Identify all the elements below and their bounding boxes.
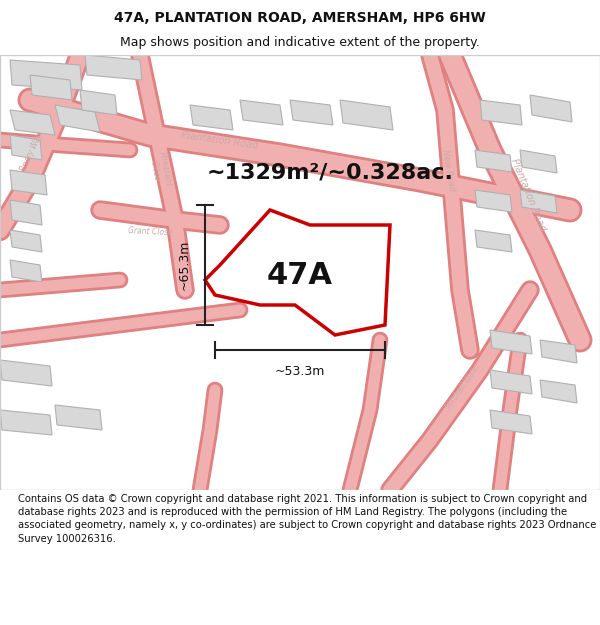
Polygon shape (80, 90, 117, 115)
Polygon shape (190, 105, 233, 130)
Polygon shape (10, 170, 47, 195)
Polygon shape (340, 100, 393, 130)
Text: 47A, PLANTATION ROAD, AMERSHAM, HP6 6HW: 47A, PLANTATION ROAD, AMERSHAM, HP6 6HW (114, 11, 486, 25)
Polygon shape (10, 110, 55, 135)
Polygon shape (520, 190, 557, 213)
Text: Map shows position and indicative extent of the property.: Map shows position and indicative extent… (120, 36, 480, 49)
Polygon shape (55, 405, 102, 430)
Polygon shape (0, 410, 52, 435)
Polygon shape (240, 100, 283, 125)
Text: 47A: 47A (267, 261, 333, 289)
Text: ~1329m²/~0.328ac.: ~1329m²/~0.328ac. (206, 162, 454, 182)
Polygon shape (30, 75, 72, 100)
Polygon shape (10, 230, 42, 252)
Text: Pheasant
Close: Pheasant Close (148, 151, 173, 189)
Polygon shape (0, 360, 52, 386)
Text: Plantation Road: Plantation Road (181, 129, 259, 151)
Polygon shape (490, 370, 532, 394)
Polygon shape (490, 330, 532, 354)
Polygon shape (290, 100, 333, 125)
Polygon shape (205, 210, 390, 335)
Polygon shape (530, 95, 572, 122)
Text: Contains OS data © Crown copyright and database right 2021. This information is : Contains OS data © Crown copyright and d… (18, 494, 596, 544)
Text: Briary Way: Briary Way (19, 131, 45, 173)
Polygon shape (10, 260, 42, 282)
Polygon shape (55, 105, 100, 132)
Polygon shape (540, 380, 577, 403)
Polygon shape (540, 340, 577, 363)
Polygon shape (475, 150, 512, 172)
Polygon shape (475, 190, 512, 212)
Polygon shape (10, 135, 42, 160)
Polygon shape (85, 55, 142, 80)
Text: New Road: New Road (440, 148, 456, 192)
Text: Plantation Road: Plantation Road (509, 158, 547, 232)
Polygon shape (10, 60, 82, 90)
Text: Mitchell Walk: Mitchell Walk (444, 365, 480, 411)
Text: ~65.3m: ~65.3m (178, 240, 191, 290)
Text: Grant Close: Grant Close (127, 226, 173, 238)
Polygon shape (475, 230, 512, 252)
Text: ~53.3m: ~53.3m (275, 365, 325, 378)
Polygon shape (480, 100, 522, 125)
Polygon shape (10, 200, 42, 225)
Polygon shape (490, 410, 532, 434)
Polygon shape (520, 150, 557, 173)
